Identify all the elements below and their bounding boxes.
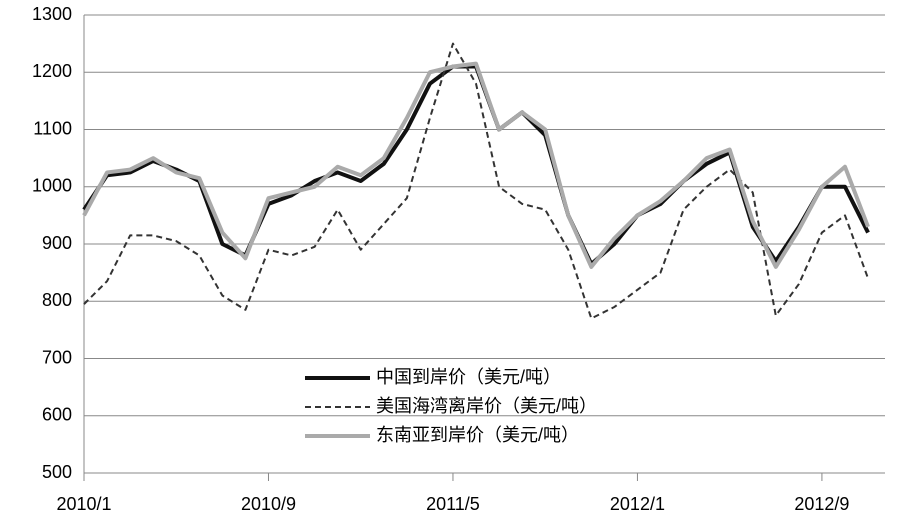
y-tick-label: 1200: [32, 61, 72, 81]
y-tick-label: 500: [42, 462, 72, 482]
y-tick-label: 1000: [32, 176, 72, 196]
x-tick-label: 2010/9: [241, 494, 296, 514]
series-line: [82, 61, 870, 269]
legend-label: 美国海湾离岸价（美元/吨）: [376, 396, 597, 416]
x-tick-label: 2011/5: [426, 494, 480, 514]
y-tick-label: 1300: [32, 4, 72, 24]
y-tick-label: 600: [42, 405, 72, 425]
x-tick-label: 2012/1: [610, 494, 665, 514]
series-line: [82, 64, 870, 267]
legend-label: 东南亚到岸价（美元/吨）: [376, 425, 579, 445]
legend-label: 中国到岸价（美元/吨）: [376, 367, 561, 387]
x-tick-label: 2010/1: [56, 494, 111, 514]
x-tick-label: 2012/9: [794, 494, 849, 514]
series-line: [83, 42, 869, 320]
y-tick-label: 700: [42, 347, 72, 367]
y-tick-label: 1100: [33, 118, 72, 138]
y-tick-label: 800: [42, 290, 72, 310]
y-tick-label: 900: [42, 233, 72, 253]
